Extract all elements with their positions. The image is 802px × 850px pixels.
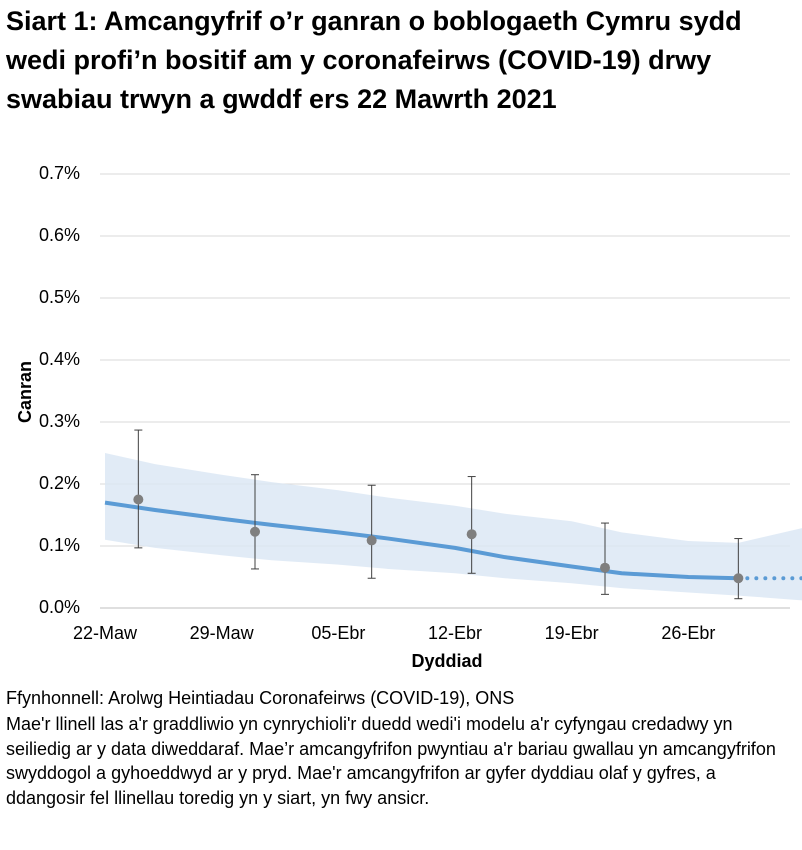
- x-tick-label: 12-Ebr: [428, 623, 482, 643]
- y-tick-label: 0.1%: [39, 535, 80, 555]
- y-tick-label: 0.6%: [39, 225, 80, 245]
- y-tick-label: 0.2%: [39, 473, 80, 493]
- estimate-point: [733, 573, 744, 584]
- x-axis-label: Dyddiad: [411, 651, 482, 671]
- y-axis-label: Canran: [15, 361, 35, 423]
- y-tick-label: 0.0%: [39, 597, 80, 617]
- chart-title: Siart 1: Amcangyfrif o’r ganran o boblog…: [6, 6, 742, 114]
- y-tick-label: 0.7%: [39, 163, 80, 183]
- y-tick-label: 0.3%: [39, 411, 80, 431]
- x-tick-label: 05-Ebr: [311, 623, 365, 643]
- source: Ffynhonnell: Arolwg Heintiadau Coronafei…: [6, 688, 515, 708]
- note: Mae'r llinell las a'r graddliwio yn cynr…: [6, 714, 776, 808]
- y-tick-label: 0.5%: [39, 287, 80, 307]
- credible-interval: [105, 453, 739, 596]
- estimate-point: [466, 529, 477, 540]
- credible-interval: [738, 528, 802, 601]
- x-tick-label: 19-Ebr: [545, 623, 599, 643]
- estimate-point: [600, 562, 610, 573]
- estimate-point: [250, 526, 260, 537]
- chart: Canran Dyddiad 0.0% 0.1% 0.2% 0.3% 0.4% 0.5% 0…: [15, 163, 802, 671]
- x-tick-label: 29-Maw: [190, 623, 255, 643]
- y-tick-label: 0.4%: [39, 349, 80, 369]
- estimate-point: [366, 535, 377, 546]
- x-tick-label: 22-Maw: [73, 623, 138, 643]
- trend-line: [104, 500, 739, 581]
- estimate-point: [133, 494, 144, 505]
- x-tick-label: 26-Ebr: [661, 623, 715, 643]
